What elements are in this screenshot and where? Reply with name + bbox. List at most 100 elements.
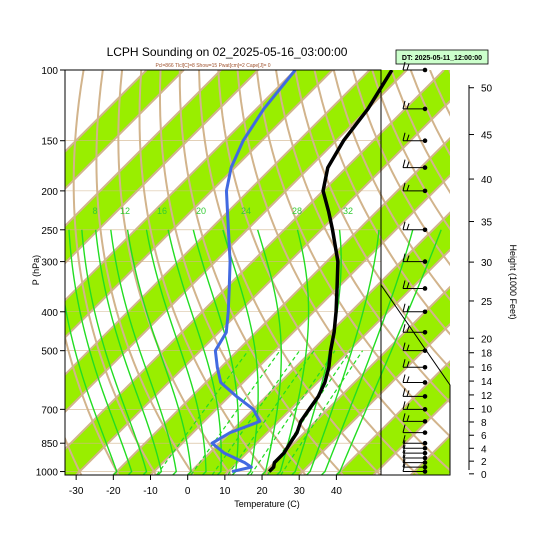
height-tick-label: 30 bbox=[481, 258, 493, 269]
wind-barb-flag bbox=[406, 390, 410, 397]
mixing-ratio-label: 20 bbox=[196, 206, 206, 216]
wind-barb-flag bbox=[402, 221, 406, 230]
wind-barb-flag bbox=[402, 100, 406, 110]
wind-barb-flag bbox=[402, 424, 406, 433]
wind-barb-flag bbox=[406, 161, 410, 168]
y-tick-label: 400 bbox=[41, 308, 58, 319]
wind-barb-flag bbox=[406, 102, 410, 110]
isotherm-line bbox=[65, 70, 259, 265]
mixing-ratio-label: 16 bbox=[157, 206, 167, 216]
dry-adiabat bbox=[198, 70, 382, 475]
dry-adiabat bbox=[95, 70, 195, 475]
wind-barb-flag bbox=[406, 134, 410, 141]
dry-adiabat bbox=[313, 70, 450, 336]
height-tick-label: 6 bbox=[481, 431, 487, 442]
x-tick-label: 40 bbox=[331, 486, 343, 497]
wind-barb-flag bbox=[406, 255, 410, 262]
moist-adiabat bbox=[145, 229, 207, 475]
x-tick-label: 10 bbox=[219, 486, 231, 497]
isotherm-line bbox=[65, 70, 408, 414]
moist-adiabat bbox=[68, 229, 133, 475]
isotherm-line bbox=[65, 70, 222, 228]
mixing-ratio-line bbox=[266, 350, 351, 475]
dry-adiabat bbox=[294, 70, 450, 370]
temperature-band bbox=[65, 70, 450, 475]
dry-adiabat bbox=[468, 70, 540, 475]
wind-barb-flag bbox=[406, 184, 410, 192]
chart-subtitle: Pcl=866 Tlcl[C]=8 Show=15 Pwat[cm]=2 Cap… bbox=[155, 63, 270, 69]
wind-barb-flag bbox=[402, 449, 406, 459]
height-tick-label: 45 bbox=[481, 131, 493, 142]
height-tick-label: 12 bbox=[481, 391, 493, 402]
isotherm-line bbox=[65, 70, 334, 339]
wind-barb-flag bbox=[402, 413, 406, 422]
wind-barb-flag bbox=[402, 374, 406, 383]
wind-barb-flag bbox=[406, 361, 410, 368]
height-tick-label: 16 bbox=[481, 363, 493, 374]
height-tick-label: 0 bbox=[481, 470, 487, 481]
moist-adiabat bbox=[81, 229, 148, 475]
axes: -30 -20 -10 0 10 20 30 401000850700500400300250… bbox=[36, 66, 493, 497]
plot-area: 8 12 16 20 24 28 32 bbox=[65, 70, 540, 475]
moist-adiabat bbox=[126, 229, 192, 475]
wind-barb-flag bbox=[406, 305, 410, 312]
dry-adiabat bbox=[72, 70, 157, 475]
height-tick-label: 8 bbox=[481, 418, 487, 429]
wind-barb-flag bbox=[402, 342, 406, 351]
moist-adiabat bbox=[256, 229, 282, 475]
mixing-ratio-label: 32 bbox=[343, 206, 353, 216]
y-tick-label: 200 bbox=[41, 187, 58, 198]
wind-barb-flag bbox=[406, 415, 410, 422]
isotherm-line bbox=[65, 70, 185, 191]
wind-barbs bbox=[402, 61, 428, 474]
wind-barb-flag bbox=[406, 326, 410, 333]
height-tick-label: 10 bbox=[481, 405, 493, 416]
dry-adiabat bbox=[178, 70, 344, 475]
y-tick-label: 150 bbox=[41, 137, 58, 148]
wind-barb-flag bbox=[402, 280, 406, 289]
isotherm-line bbox=[372, 397, 450, 475]
wind-barb-flag bbox=[406, 282, 410, 289]
mixing-ratio-line bbox=[280, 350, 364, 475]
height-tick-label: 50 bbox=[481, 84, 493, 95]
wind-barb-flag bbox=[406, 403, 410, 410]
isotherm-line bbox=[65, 70, 296, 302]
x-tick-label: 0 bbox=[185, 486, 191, 497]
height-tick-label: 2 bbox=[481, 457, 487, 468]
x-tick-label: 20 bbox=[256, 486, 268, 497]
wind-barb-flag bbox=[402, 324, 406, 333]
moist-adiabat bbox=[335, 229, 442, 475]
isotherm-line bbox=[75, 99, 450, 475]
wind-barb-flag bbox=[402, 253, 406, 262]
y-tick-label: 300 bbox=[41, 258, 58, 269]
y-axis-label: P (hPa) bbox=[31, 255, 41, 285]
x-tick-label: -20 bbox=[106, 486, 121, 497]
wind-barb-flag bbox=[402, 359, 406, 368]
x-tick-label: -30 bbox=[69, 486, 84, 497]
mixing-ratio-label: 24 bbox=[241, 206, 251, 216]
height-tick-label: 20 bbox=[481, 334, 493, 345]
datetime-label: DT: 2025-05-11_12:00:00 bbox=[402, 55, 482, 62]
y-tick-label: 100 bbox=[41, 66, 58, 77]
isotherm-line bbox=[65, 70, 148, 153]
dry-adiabat bbox=[255, 70, 450, 438]
datetime-box: DT: 2025-05-11_12:00:00 bbox=[395, 49, 489, 65]
wind-barb-flag bbox=[402, 401, 406, 410]
dry-adiabat bbox=[158, 70, 307, 475]
height-tick-label: 14 bbox=[481, 377, 493, 388]
wind-barb-flag bbox=[406, 344, 410, 351]
wind-barb-flag bbox=[402, 445, 406, 454]
wind-barb-flag bbox=[406, 376, 410, 383]
y-tick-label: 850 bbox=[41, 439, 58, 450]
x-axis-label: Temperature (C) bbox=[234, 499, 300, 509]
wind-barb-flag bbox=[402, 388, 406, 397]
dry-adiabat bbox=[65, 70, 120, 475]
wind-barb-flag bbox=[402, 454, 406, 463]
wind-barb-flag bbox=[406, 223, 410, 230]
isotherm-line bbox=[112, 136, 450, 475]
y-tick-label: 700 bbox=[41, 405, 58, 416]
height-tick-label: 4 bbox=[481, 444, 487, 455]
dry-adiabat bbox=[65, 435, 83, 475]
dry-adiabat bbox=[448, 70, 450, 75]
